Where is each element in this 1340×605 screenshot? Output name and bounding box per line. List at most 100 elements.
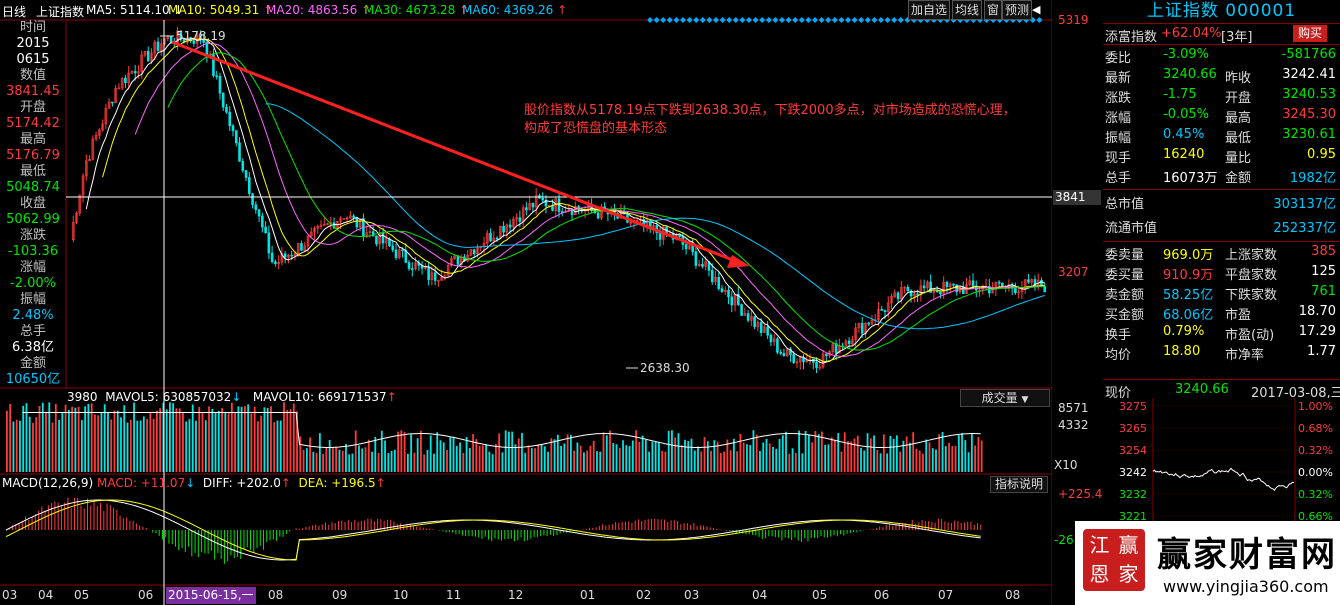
- volume-bar: [133, 402, 135, 472]
- candle-body: [759, 322, 763, 333]
- candle-body: [857, 323, 861, 329]
- volume-bar: [736, 451, 739, 472]
- candle-body: [85, 160, 88, 177]
- time-axis-label: 06: [874, 588, 890, 602]
- indicator-select-label: 成交量: [981, 391, 1018, 405]
- ma20-line: [134, 42, 1045, 358]
- seal-char-2: 赢: [1118, 533, 1139, 557]
- volume-bar: [664, 451, 667, 472]
- volume-bar: [354, 430, 357, 472]
- volume-bar: [299, 436, 302, 472]
- candle-body: [192, 40, 196, 44]
- quote-label: 市净率: [1225, 348, 1265, 363]
- buy-button[interactable]: 购买: [1293, 25, 1328, 42]
- collapse-arrow-icon[interactable]: ◀: [1032, 3, 1041, 16]
- volume-bar: [837, 433, 840, 472]
- candle-body: [534, 195, 538, 208]
- candle-body: [215, 75, 218, 77]
- sep-1: [1103, 23, 1340, 24]
- fund-return: +62.04%: [1161, 26, 1222, 41]
- crosshair-price-tag: 3841: [1053, 190, 1101, 205]
- candle-body: [427, 267, 430, 280]
- candle-body: [825, 353, 828, 357]
- mini-left-axis-label: 3221: [1119, 510, 1147, 523]
- volume-bar: [468, 448, 471, 472]
- cap-label: 总市值: [1105, 197, 1145, 212]
- forecast-button[interactable]: 预测: [1002, 0, 1033, 20]
- ma-settings-button[interactable]: 均线: [952, 0, 983, 20]
- quote-value: 1982亿: [1289, 171, 1336, 186]
- window-button[interactable]: 窗: [984, 0, 1003, 20]
- volume-bar: [925, 439, 928, 472]
- event-marker: [713, 17, 719, 23]
- volume-bar: [387, 453, 390, 472]
- add-watchlist-button[interactable]: 加自选: [908, 0, 951, 20]
- volume-bar: [152, 418, 155, 472]
- candle-body: [789, 348, 792, 355]
- volume-bar: [648, 451, 651, 472]
- volume-bar: [185, 421, 188, 472]
- volume-value: 3980: [67, 390, 98, 404]
- volume-bar: [107, 412, 109, 472]
- candle-body: [179, 30, 183, 40]
- indicator-select[interactable]: 成交量 ▼: [960, 389, 1050, 407]
- volume-bar: [260, 415, 263, 472]
- candle-body: [71, 222, 75, 240]
- volume-bar: [746, 444, 748, 472]
- candle-body: [785, 348, 789, 357]
- candle-body: [378, 232, 382, 245]
- mavol5-arrow: ↓: [231, 390, 242, 404]
- volume-bar: [615, 444, 618, 472]
- sep-2: [1103, 44, 1340, 45]
- quote-panel: 上证指数 000001 添富指数 +62.04% [3年] 购买 委比 -3.09…: [1103, 0, 1340, 605]
- volume-bar: [860, 447, 862, 472]
- volume-bar: [227, 413, 230, 472]
- event-marker: [878, 17, 884, 23]
- volume-bar: [534, 448, 536, 472]
- diff-arrow: ↑: [280, 476, 291, 490]
- volume-bar: [32, 422, 34, 472]
- volume-bar: [563, 443, 566, 472]
- volume-bar: [508, 431, 510, 472]
- candle-body: [528, 202, 531, 211]
- volume-bar: [94, 414, 96, 472]
- price-axis-top: 5319: [1058, 13, 1089, 27]
- candle-body: [847, 340, 851, 345]
- candle-body: [877, 309, 880, 320]
- volume-bar: [247, 404, 250, 472]
- volume-bar: [651, 441, 654, 472]
- time-axis-label: 05: [74, 588, 90, 602]
- candle-body: [342, 218, 346, 220]
- mini-right-axis-label: 0.66%: [1298, 510, 1333, 523]
- candle-body: [906, 286, 910, 292]
- volume-bar: [332, 448, 334, 472]
- event-marker: [660, 17, 667, 23]
- volume-bar: [749, 445, 752, 472]
- volume-bar: [84, 406, 87, 472]
- volume-bar: [58, 419, 60, 472]
- volume-bar: [230, 402, 233, 472]
- stock-chart[interactable]: 5178.19 2638.30 4513 3909: [0, 0, 1052, 605]
- volume-bar: [279, 420, 282, 472]
- volume-bar: [90, 403, 93, 472]
- volume-bar: [527, 445, 530, 472]
- quote-title: 上证指数 000001: [1146, 1, 1297, 21]
- market-cap-rows: 总市值 303137亿 流通市值 252337亿: [1103, 191, 1340, 239]
- candle-body: [316, 226, 320, 229]
- candle-body: [710, 270, 714, 283]
- indicator-help-button[interactable]: 指标说明: [990, 476, 1048, 493]
- candle-body: [691, 245, 694, 253]
- candle-body: [251, 193, 254, 206]
- quote-value: 1.77: [1307, 344, 1336, 359]
- candle-body: [212, 54, 215, 76]
- volume-bar: [700, 451, 703, 472]
- quote-label: 最高: [1225, 111, 1252, 126]
- candle-body: [714, 276, 717, 283]
- volume-bar: [719, 453, 722, 472]
- candle-body: [945, 281, 949, 287]
- quote-value: 3240.53: [1282, 87, 1336, 102]
- volume-bar: [729, 450, 732, 472]
- event-marker: [871, 17, 878, 23]
- candle-body: [156, 41, 160, 51]
- volume-bar: [684, 439, 686, 472]
